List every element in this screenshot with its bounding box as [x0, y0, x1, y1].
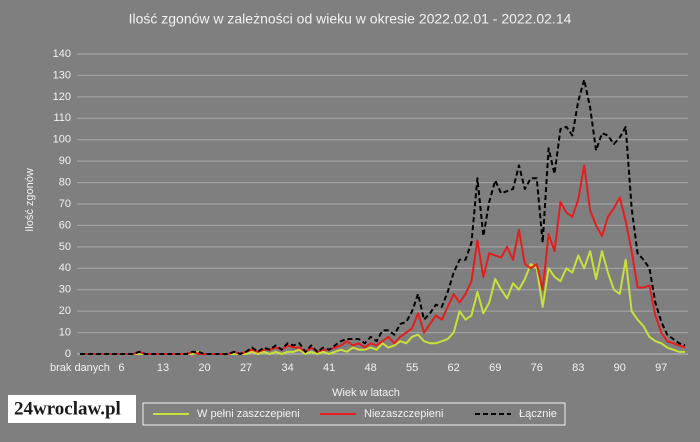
x-tick-label: 6 [118, 362, 124, 374]
x-tick-label: 62 [448, 362, 460, 374]
x-tick-label: 13 [157, 362, 169, 374]
y-tick-label: 140 [53, 48, 71, 60]
logo-box [8, 395, 136, 423]
legend-label: W pełni zaszczepieni [197, 408, 300, 420]
logo: 24wroclaw.pl [14, 398, 121, 419]
y-tick-label: 90 [59, 155, 71, 167]
y-tick-label: 0 [65, 348, 71, 360]
y-tick-label: 60 [59, 219, 71, 231]
x-tick-label: 41 [323, 362, 335, 374]
x-tick-label: 48 [365, 362, 377, 374]
y-tick-label: 20 [59, 305, 71, 317]
x-tick-label: 97 [655, 362, 667, 374]
y-tick-label: 10 [59, 326, 71, 338]
y-tick-label: 30 [59, 284, 71, 296]
x-tick-label: brak danych [50, 362, 110, 374]
chart-title: Ilość zgonów w zależności od wieku w okr… [129, 11, 572, 27]
x-tick-label: 90 [614, 362, 626, 374]
x-tick-label: 69 [489, 362, 501, 374]
y-tick-label: 110 [53, 112, 71, 124]
legend-label: Łącznie [519, 408, 557, 420]
y-tick-label: 80 [59, 176, 71, 188]
x-tick-label: 20 [198, 362, 210, 374]
y-tick-label: 130 [53, 69, 71, 81]
y-axis-label: Ilość zgonów [24, 168, 36, 232]
y-tick-label: 70 [59, 198, 71, 210]
y-tick-label: 50 [59, 241, 71, 253]
y-tick-label: 40 [59, 262, 71, 274]
x-tick-label: 55 [406, 362, 418, 374]
legend-label: Niezaszczepieni [364, 408, 443, 420]
x-tick-label: 83 [572, 362, 584, 374]
x-tick-label: 76 [531, 362, 543, 374]
x-axis-label: Wiek w latach [332, 387, 400, 399]
series-line [79, 164, 686, 355]
legend-box [142, 402, 566, 426]
x-tick-label: 27 [240, 362, 252, 374]
y-tick-label: 100 [53, 134, 71, 146]
x-tick-label: 34 [281, 362, 293, 374]
y-tick-label: 120 [53, 91, 71, 103]
